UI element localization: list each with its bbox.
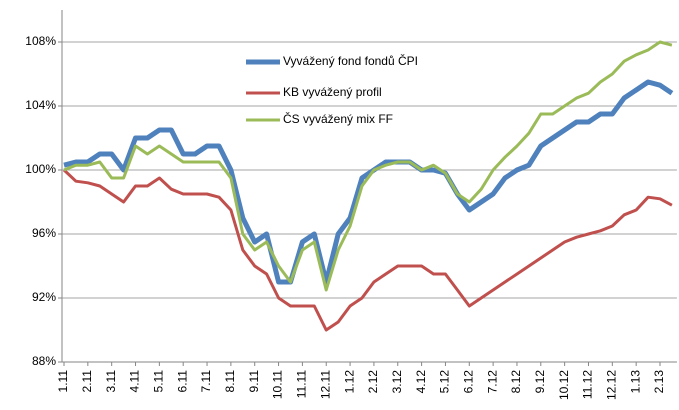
- x-tick-label: 12.11: [318, 370, 332, 399]
- y-tick-label: 96%: [32, 226, 56, 240]
- x-tick-label: 2.11: [80, 370, 94, 393]
- legend-label: ČS vyvážený mix FF: [283, 111, 393, 126]
- x-tick-label: 6.11: [175, 370, 189, 393]
- x-tick-label: 10.12: [557, 370, 571, 400]
- x-tick-label: 8.11: [223, 370, 237, 393]
- x-tick-label: 4.12: [414, 370, 428, 394]
- x-tick-label: 9.11: [247, 370, 261, 393]
- x-tick-label: 7.11: [199, 370, 213, 393]
- x-tick-label: 3.12: [390, 370, 404, 394]
- y-tick-label: 92%: [32, 290, 56, 304]
- x-tick-label: 5.11: [152, 370, 166, 393]
- x-tick-label: 9.12: [533, 370, 547, 394]
- x-tick-label: 3.11: [104, 370, 118, 393]
- y-tick-label: 104%: [25, 98, 56, 112]
- x-tick-label: 4.11: [128, 370, 142, 393]
- x-tick-label: 11.11: [295, 370, 309, 399]
- x-tick-label: 1.11: [56, 370, 70, 393]
- x-tick-label: 8.12: [509, 370, 523, 394]
- series-line: [62, 168, 673, 332]
- x-tick-label: 6.12: [461, 370, 475, 394]
- x-tick-label: 12.12: [604, 370, 618, 400]
- x-tick-label: 2.13: [652, 370, 666, 394]
- x-tick-label: 2.12: [366, 370, 380, 394]
- x-tick-label: 1.13: [628, 370, 642, 394]
- x-tick-label: 11.12: [581, 370, 595, 399]
- x-tick-label: 10.11: [271, 370, 285, 399]
- y-tick-label: 108%: [25, 34, 56, 48]
- x-tick-label: 7.12: [485, 370, 499, 394]
- series-line: [63, 79, 674, 285]
- series-line: [63, 40, 673, 292]
- legend-label: KB vyvážený profil: [283, 85, 382, 99]
- legend-label: Vyvážený fond fondů ČPI: [283, 53, 418, 68]
- x-tick-label: 1.12: [342, 370, 356, 394]
- y-tick-label: 100%: [25, 162, 56, 176]
- x-tick-label: 5.12: [438, 370, 452, 394]
- y-tick-label: 88%: [32, 354, 56, 368]
